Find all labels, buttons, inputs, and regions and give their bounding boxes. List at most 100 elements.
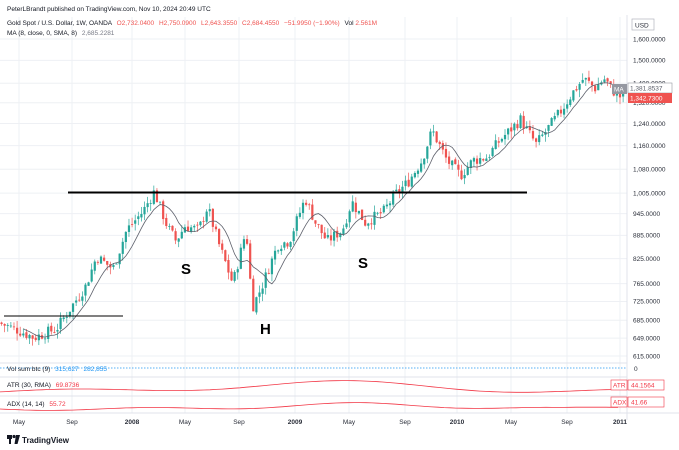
- candle-body: [404, 180, 407, 187]
- candle-body: [317, 224, 320, 225]
- candle-body: [385, 204, 389, 207]
- x-tick-label: May: [179, 419, 192, 426]
- price-axis[interactable]: 1,600.00001,500.00001,400.00001,320.0000…: [633, 36, 666, 360]
- candle-body: [479, 158, 482, 164]
- candle-body: [84, 284, 87, 296]
- candle-body: [572, 90, 575, 101]
- candle-body: [547, 125, 550, 131]
- atr-name: ATR (30, RMA): [7, 382, 51, 389]
- candle-body: [569, 99, 572, 105]
- candle-body: [360, 209, 364, 220]
- candle-body: [597, 84, 600, 91]
- candle-body: [224, 250, 227, 262]
- candle-body: [118, 253, 121, 265]
- head-label: H: [260, 321, 271, 338]
- candle-body: [541, 134, 544, 136]
- x-tick-label: 2010: [450, 419, 465, 426]
- candle-body: [78, 299, 81, 301]
- candle-body: [609, 81, 612, 84]
- ma-legend-label: MA (8, close, 0, SMA, 8): [7, 30, 77, 37]
- high-value: H2,750.0900: [159, 20, 197, 27]
- atr-value-label: 44.1564: [631, 383, 655, 390]
- candle-body: [423, 158, 426, 165]
- candle-body: [177, 238, 180, 242]
- candle-body: [566, 104, 569, 109]
- candle-body: [211, 208, 214, 227]
- candle-body: [9, 325, 12, 327]
- x-tick-label: May: [505, 419, 518, 426]
- candle-body: [233, 271, 236, 281]
- vol-label: Vol: [345, 20, 355, 27]
- x-tick-label: May: [343, 419, 356, 426]
- candle-body: [342, 228, 345, 235]
- candle-body: [364, 219, 367, 226]
- ma-legend: MA (8, close, 0, SMA, 8) 2,685.2281: [7, 30, 115, 37]
- candle-body: [149, 203, 152, 204]
- candle-body: [96, 261, 99, 263]
- candle-body: [208, 209, 211, 212]
- candle-body: [12, 326, 16, 328]
- candle-body: [37, 334, 40, 341]
- tradingview-logo-icon: [7, 434, 20, 444]
- candle-body: [3, 323, 6, 326]
- candlestick-series[interactable]: [0, 70, 625, 346]
- candle-body: [329, 235, 333, 241]
- candle-body: [255, 297, 258, 313]
- candle-body: [507, 128, 510, 135]
- candle-body: [258, 292, 261, 297]
- adx-tag: [610, 396, 628, 408]
- atr-tag-label: ATR: [613, 383, 626, 390]
- currency-label: USD: [635, 23, 649, 30]
- last-price-label: 1,381.8537: [630, 86, 663, 93]
- candle-body: [289, 241, 292, 247]
- candle-body: [180, 231, 183, 239]
- y-tick-label: 1,500.0000: [633, 58, 666, 65]
- candle-body: [469, 160, 472, 169]
- candle-body: [584, 77, 587, 80]
- time-axis[interactable]: May Sep 2008 May Sep 2009 May Sep 2010 May Sep 2011: [13, 419, 628, 426]
- candle-body: [519, 115, 522, 129]
- y-tick-label: 1,240.0000: [633, 121, 666, 128]
- candle-body: [15, 327, 19, 334]
- candle-body: [90, 269, 93, 282]
- candle-body: [392, 192, 395, 205]
- x-tick-label: 2008: [125, 419, 140, 426]
- ma-legend-value: 2,685.2281: [82, 30, 115, 37]
- x-tick-label: Sep: [399, 419, 411, 426]
- candle-body: [622, 92, 625, 97]
- candle-body: [43, 338, 47, 340]
- candle-body: [273, 250, 277, 260]
- y-tick-label: 765.0000: [633, 281, 660, 288]
- candle-body: [503, 134, 507, 140]
- candle-body: [606, 78, 609, 82]
- candle-body: [441, 143, 444, 150]
- y-tick-label: 885.0000: [633, 233, 660, 240]
- candle-body: [466, 167, 469, 175]
- candle-body: [71, 303, 75, 312]
- candle-body: [531, 131, 535, 139]
- candle-body: [93, 261, 96, 271]
- adx-name: ADX (14, 14): [7, 401, 45, 408]
- candle-body: [444, 148, 448, 158]
- y-tick-label: 1,080.0000: [633, 167, 666, 174]
- candle-body: [435, 131, 438, 143]
- candle-body: [426, 146, 429, 159]
- candle-body: [510, 127, 513, 132]
- volume-indicator-value-1: 315,627: [55, 366, 79, 373]
- candle-body: [267, 272, 270, 274]
- candle-body: [25, 332, 28, 338]
- change-value: −51.9950 (−1.90%): [284, 20, 340, 27]
- symbol-name: Gold Spot / U.S. Dollar, 1W, OANDA: [7, 20, 113, 27]
- candle-body: [395, 189, 398, 191]
- candle-body: [494, 140, 497, 150]
- candle-body: [447, 156, 451, 164]
- candle-body: [106, 261, 109, 265]
- candle-body: [301, 202, 305, 214]
- candle-body: [202, 221, 205, 222]
- candle-body: [283, 242, 286, 248]
- candle-body: [130, 224, 134, 225]
- vol-value: 2.561M: [355, 20, 377, 27]
- candle-body: [432, 131, 435, 133]
- candle-body: [482, 159, 485, 161]
